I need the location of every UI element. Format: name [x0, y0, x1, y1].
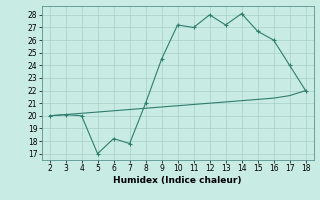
X-axis label: Humidex (Indice chaleur): Humidex (Indice chaleur)	[113, 176, 242, 185]
